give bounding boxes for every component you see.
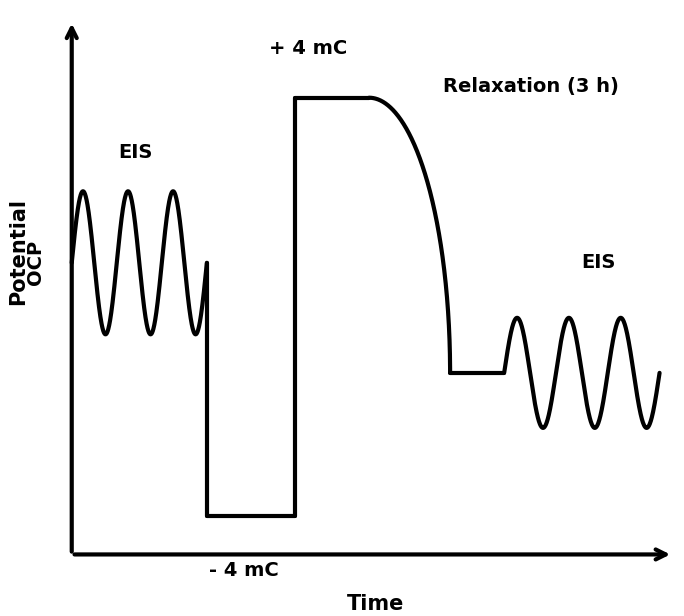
- Text: Time: Time: [347, 594, 404, 614]
- Text: EIS: EIS: [119, 144, 153, 162]
- Text: OCP: OCP: [26, 240, 44, 285]
- Text: Potential: Potential: [8, 198, 27, 306]
- Text: - 4 mC: - 4 mC: [209, 561, 279, 580]
- Text: + 4 mC: + 4 mC: [269, 39, 347, 58]
- Text: Relaxation (3 h): Relaxation (3 h): [443, 77, 619, 96]
- Text: EIS: EIS: [581, 253, 616, 272]
